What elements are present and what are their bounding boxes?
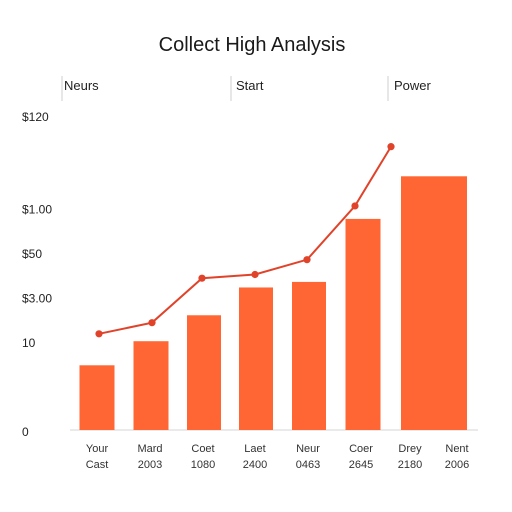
y-tick-label: $120	[22, 110, 49, 124]
chart-title: Collect High Analysis	[159, 34, 346, 56]
column-header: Power	[394, 78, 432, 93]
bar	[239, 287, 273, 430]
y-tick-label: $3.00	[22, 292, 52, 306]
x-tick-label: Coet	[191, 443, 214, 455]
x-tick-label: Drey	[398, 443, 422, 455]
bar-series	[70, 176, 478, 431]
x-tick-label: Coer	[349, 443, 373, 455]
x-tick-label: Cast	[86, 459, 109, 471]
line-point	[148, 319, 156, 327]
line-point	[198, 274, 206, 282]
x-tick-label: Nent	[445, 443, 468, 455]
y-tick-label: 10	[22, 336, 36, 350]
bar	[401, 176, 467, 430]
bar	[187, 315, 221, 430]
column-headers: Neurs Start Power	[61, 76, 432, 101]
x-tick-label: 2400	[243, 459, 267, 471]
x-tick-label: 2180	[398, 459, 422, 471]
y-axis-ticks: $120 $1.00 $50 $3.00 10 0	[22, 110, 52, 439]
x-tick-label: Your	[86, 443, 109, 455]
line-point	[387, 143, 395, 151]
y-tick-label: 0	[22, 425, 29, 439]
x-axis-ticks: Your Cast Mard 2003 Coet 1080 Laet 2400 Neur 0463…	[86, 443, 470, 471]
x-tick-label: 2003	[138, 459, 162, 471]
line-series	[95, 143, 395, 338]
line-point	[95, 330, 103, 338]
x-tick-label: Mard	[137, 443, 162, 455]
bar	[133, 341, 169, 430]
x-tick-label: 2645	[349, 459, 373, 471]
y-tick-label: $1.00	[22, 203, 52, 217]
x-tick-label: 0463	[296, 459, 320, 471]
line-point	[303, 256, 311, 264]
line-point	[251, 270, 259, 279]
line-point	[351, 202, 359, 210]
x-tick-label: 1080	[191, 459, 215, 471]
bar	[345, 218, 381, 430]
column-header: Start	[236, 78, 264, 93]
column-header: Neurs	[64, 78, 99, 93]
bar	[79, 365, 115, 430]
x-tick-label: 2006	[445, 459, 469, 471]
y-tick-label: $50	[22, 247, 42, 261]
bar	[292, 281, 326, 430]
x-tick-label: Neur	[296, 443, 320, 455]
x-tick-label: Laet	[244, 443, 265, 455]
